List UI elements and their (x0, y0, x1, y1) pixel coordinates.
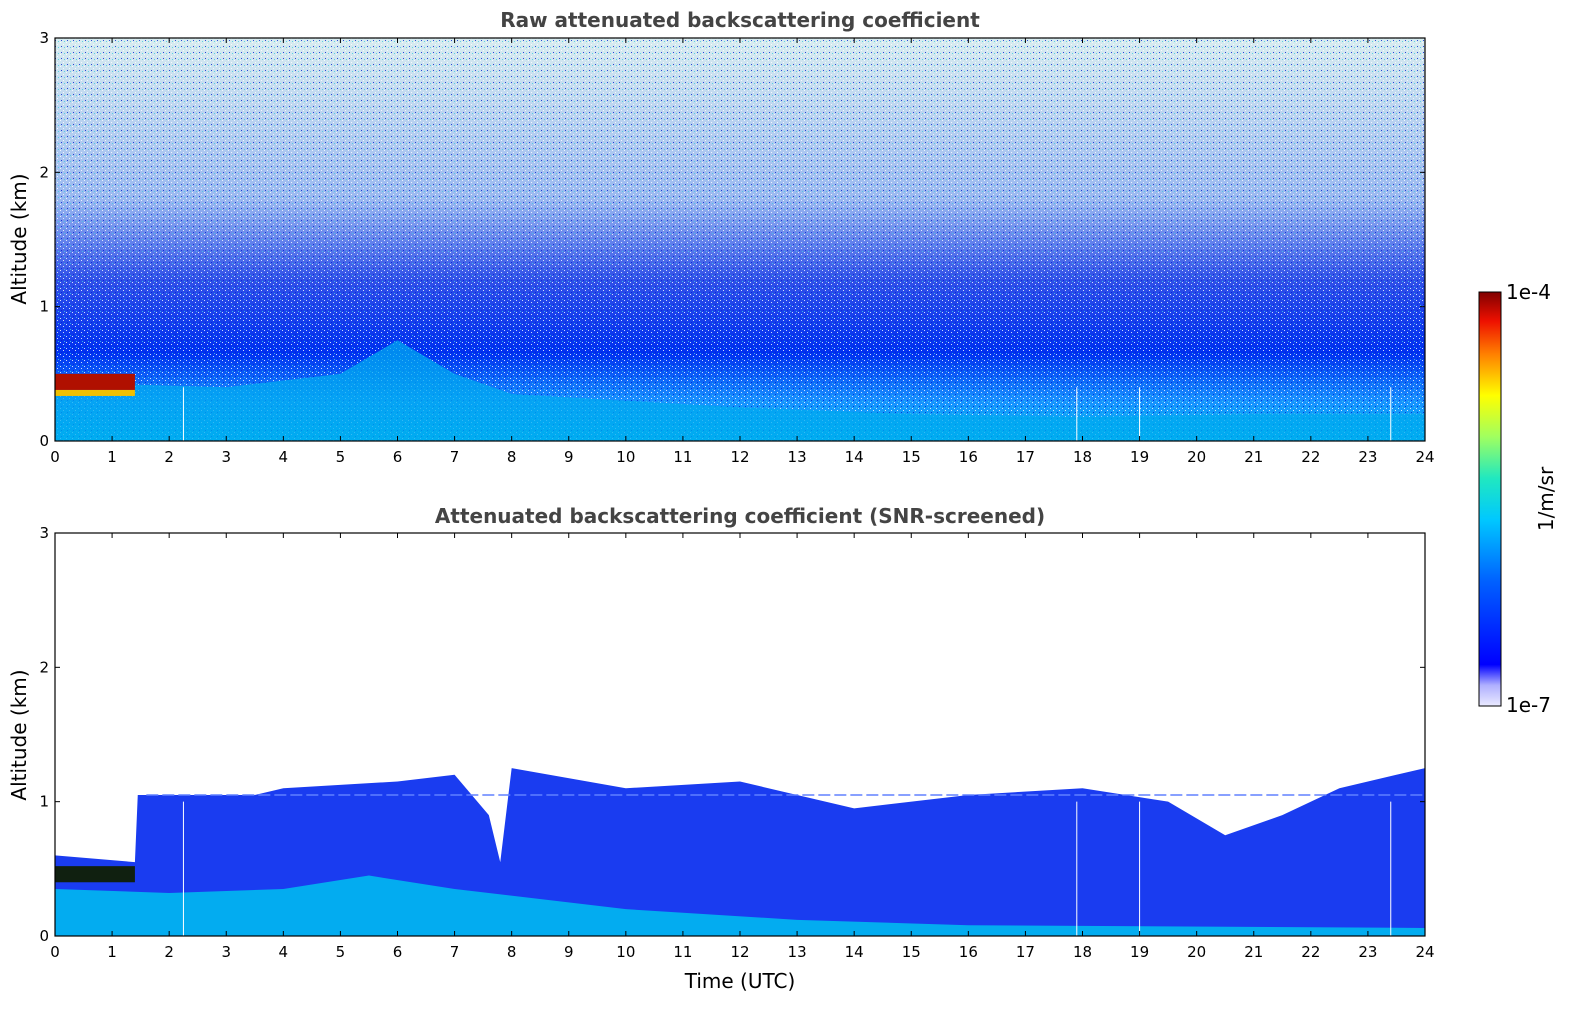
colorbar: 1e-4 1e-7 1/m/sr (1478, 280, 1558, 717)
x-tick-label: 9 (564, 943, 574, 961)
x-tick-label: 14 (845, 448, 864, 466)
y-tick-label: 3 (39, 524, 49, 542)
panel-screened-ylabel: Altitude (km) (7, 669, 31, 800)
layer-edge (55, 389, 135, 396)
y-tick-label: 1 (39, 298, 49, 316)
x-tick-label: 19 (1130, 943, 1149, 961)
x-tick-label: 21 (1244, 943, 1263, 961)
x-tick-label: 23 (1358, 943, 1377, 961)
x-tick-label: 11 (673, 448, 692, 466)
y-tick-label: 3 (39, 29, 49, 47)
x-tick-label: 13 (788, 448, 807, 466)
x-tick-label: 4 (279, 448, 289, 466)
x-tick-label: 3 (221, 943, 231, 961)
panel-raw: Raw attenuated backscattering coefficien… (7, 8, 1435, 466)
x-tick-label: 23 (1358, 448, 1377, 466)
x-tick-label: 16 (959, 448, 978, 466)
x-tick-label: 18 (1073, 943, 1092, 961)
x-tick-label: 6 (393, 448, 403, 466)
panel-screened-title: Attenuated backscattering coefficient (S… (435, 504, 1045, 528)
x-tick-label: 10 (616, 943, 635, 961)
panel-raw-image (55, 38, 1425, 441)
x-tick-label: 20 (1187, 448, 1206, 466)
x-tick-label: 2 (164, 448, 174, 466)
x-tick-label: 3 (221, 448, 231, 466)
y-tick-label: 2 (39, 163, 49, 181)
x-tick-label: 22 (1301, 448, 1320, 466)
x-tick-label: 18 (1073, 448, 1092, 466)
x-tick-label: 8 (507, 943, 517, 961)
raw-noise (55, 38, 1425, 441)
high-backscatter-layer (55, 373, 135, 390)
panel-raw-ylabel: Altitude (km) (7, 173, 31, 304)
y-tick-label: 0 (39, 432, 49, 450)
x-tick-label: 1 (107, 943, 117, 961)
x-tick-label: 24 (1415, 448, 1434, 466)
x-tick-label: 7 (450, 448, 460, 466)
y-tick-label: 2 (39, 658, 49, 676)
x-tick-label: 16 (959, 943, 978, 961)
x-tick-label: 1 (107, 448, 117, 466)
x-tick-label: 7 (450, 943, 460, 961)
colorbar-unit-label: 1/m/sr (1534, 466, 1558, 531)
x-tick-label: 0 (50, 943, 60, 961)
x-tick-label: 8 (507, 448, 517, 466)
x-tick-label: 5 (336, 943, 346, 961)
x-tick-label: 20 (1187, 943, 1206, 961)
x-tick-label: 17 (1016, 448, 1035, 466)
x-tick-label: 0 (50, 448, 60, 466)
x-tick-label: 6 (393, 943, 403, 961)
near-surface-region (55, 875, 1425, 936)
panel-screened-xlabel: Time (UTC) (684, 969, 796, 993)
x-tick-label: 11 (673, 943, 692, 961)
y-tick-label: 1 (39, 793, 49, 811)
panel-screened: Attenuated backscattering coefficient (S… (7, 504, 1435, 993)
x-tick-label: 14 (845, 943, 864, 961)
colorbar-gradient (1478, 291, 1502, 707)
panel-screened-image (55, 533, 1425, 936)
x-tick-label: 10 (616, 448, 635, 466)
colorbar-max-label: 1e-4 (1506, 280, 1551, 304)
x-tick-label: 9 (564, 448, 574, 466)
x-tick-label: 5 (336, 448, 346, 466)
x-tick-label: 19 (1130, 448, 1149, 466)
x-tick-label: 4 (279, 943, 289, 961)
x-tick-label: 12 (730, 448, 749, 466)
colorbar-min-label: 1e-7 (1506, 693, 1551, 717)
x-tick-label: 22 (1301, 943, 1320, 961)
high-backscatter-layer (55, 866, 135, 883)
x-tick-label: 12 (730, 943, 749, 961)
y-tick-label: 0 (39, 927, 49, 945)
x-tick-label: 13 (788, 943, 807, 961)
x-tick-label: 21 (1244, 448, 1263, 466)
boundary-layer-region (55, 340, 1425, 441)
panel-raw-title: Raw attenuated backscattering coefficien… (500, 8, 980, 32)
x-tick-label: 17 (1016, 943, 1035, 961)
x-tick-label: 2 (164, 943, 174, 961)
x-tick-label: 15 (902, 448, 921, 466)
x-tick-label: 15 (902, 943, 921, 961)
x-tick-label: 24 (1415, 943, 1434, 961)
